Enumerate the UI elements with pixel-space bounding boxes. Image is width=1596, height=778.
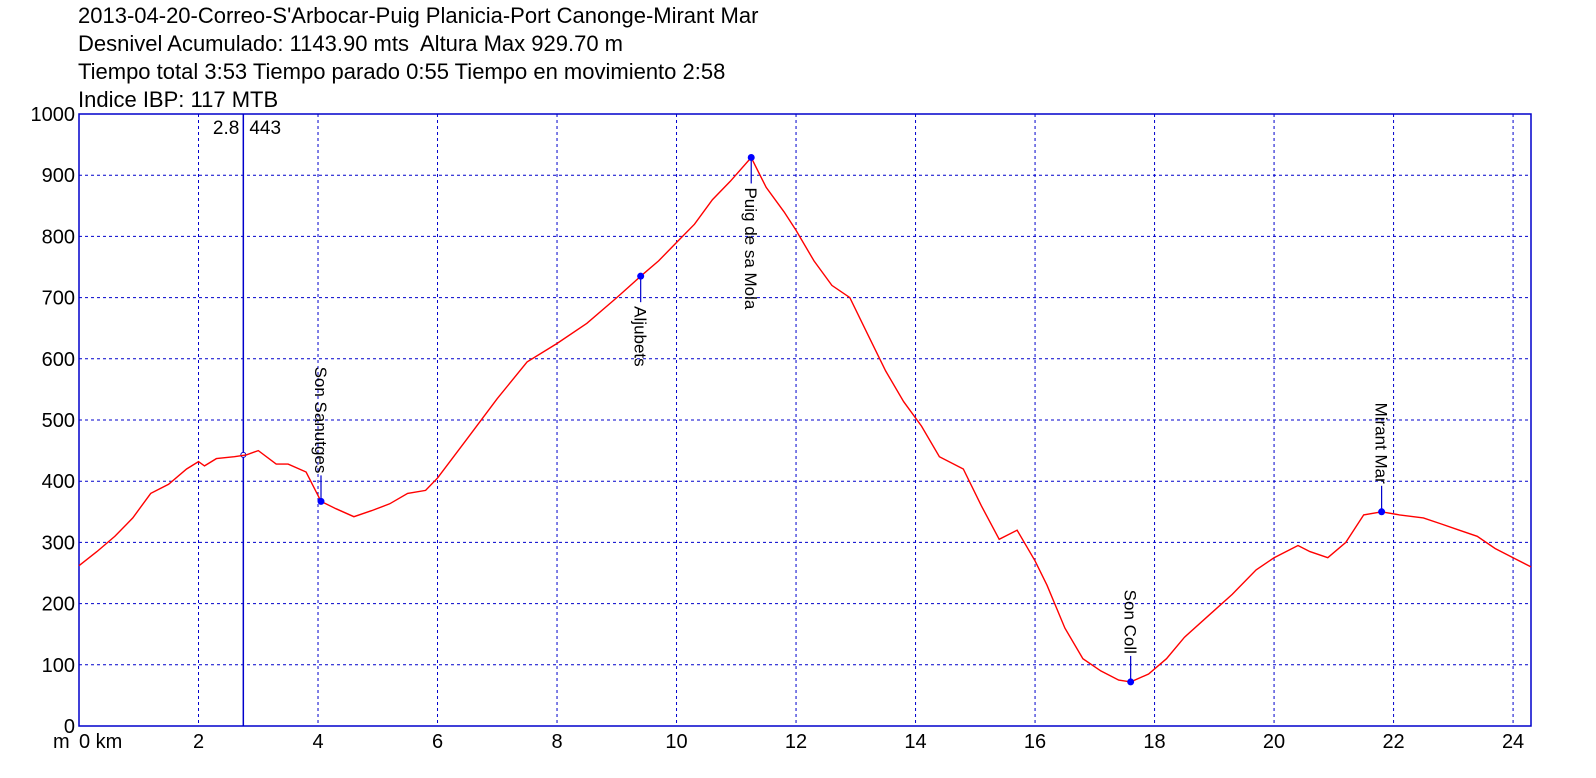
cursor-elevation-label: 443 (249, 118, 281, 139)
x-tick-label: 4 (312, 731, 323, 753)
y-tick-label: 600 (42, 349, 75, 371)
waypoint-marker (1378, 508, 1386, 516)
waypoint-marker (747, 153, 755, 161)
x-tick-label: 12 (785, 731, 807, 753)
x-origin-label: 0 km (79, 731, 122, 753)
waypoints: Son Sanutges Aljubets Puig de sa Mola Son C… (311, 153, 1391, 686)
x-tick-label: 24 (1502, 731, 1524, 753)
x-tick-label: 8 (551, 731, 562, 753)
x-tick-label: 2 (193, 731, 204, 753)
y-tick-label: 900 (42, 165, 75, 187)
waypoint-marker (1127, 678, 1135, 686)
x-tick-label: 16 (1024, 731, 1046, 753)
y-tick-label: 100 (42, 655, 75, 677)
x-tick-label: 22 (1382, 731, 1404, 753)
chart-title: 2013-04-20-Correo-S'Arbocar-Puig Planici… (78, 3, 759, 28)
y-tick-label: 0 (64, 716, 75, 738)
x-tick-label: 18 (1143, 731, 1165, 753)
plot-frame (78, 113, 1532, 727)
elevation-line (78, 156, 1532, 683)
y-tick-label: 200 (42, 594, 75, 616)
y-unit-label: m (53, 731, 70, 753)
x-tick-label: 6 (432, 731, 443, 753)
grid (79, 114, 1531, 726)
waypoint-label: Mirant Mar (1372, 403, 1391, 485)
waypoint-label: Son Sanutges (311, 367, 330, 474)
waypoint-label: Puig de sa Mola (741, 187, 760, 309)
elevation-summary: Desnivel Acumulado: 1143.90 mts Altura M… (78, 31, 623, 56)
x-tick-label: 20 (1263, 731, 1285, 753)
x-tick-label: 14 (904, 731, 926, 753)
waypoint-label: Son Coll (1121, 590, 1140, 654)
waypoint-marker (317, 497, 325, 505)
cursor-distance-label: 2.8 (213, 118, 239, 139)
y-tick-label: 400 (42, 471, 75, 493)
waypoint-label: Aljubets (631, 306, 650, 366)
y-tick-label: 700 (42, 288, 75, 310)
elevation-series (78, 156, 1532, 683)
waypoint-marker (637, 272, 645, 280)
y-tick-label: 1000 (31, 104, 76, 126)
y-tick-label: 800 (42, 226, 75, 248)
ibp-index: Indice IBP: 117 MTB (78, 87, 279, 112)
position-cursor[interactable]: 2.8 443 (213, 114, 281, 726)
time-summary: Tiempo total 3:53 Tiempo parado 0:55 Tie… (78, 59, 726, 84)
x-tick-label: 10 (665, 731, 687, 753)
y-tick-label: 500 (42, 410, 75, 432)
y-tick-label: 300 (42, 532, 75, 554)
